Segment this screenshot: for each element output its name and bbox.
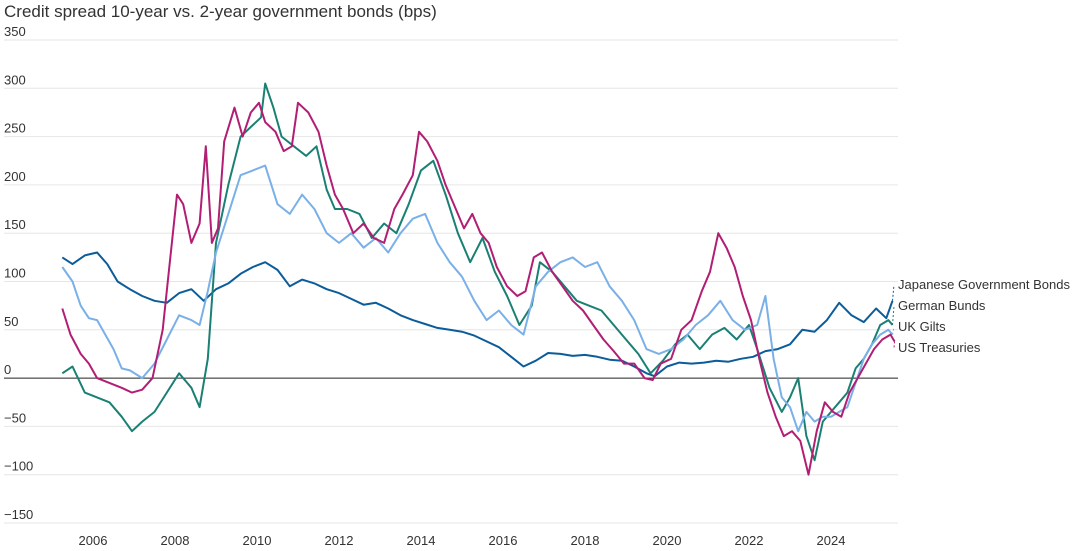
x-tick-label: 2014: [407, 533, 436, 548]
x-tick-label: 2016: [489, 533, 518, 548]
y-tick-label: −150: [4, 507, 33, 522]
chart-title: Credit spread 10-year vs. 2-year governm…: [4, 2, 437, 21]
y-tick-label: 200: [4, 169, 26, 184]
x-tick-label: 2012: [325, 533, 354, 548]
y-tick-label: 100: [4, 266, 26, 281]
x-axis-ticks: 2006 2008 2010 2012 2014 2016 2018 2020 2022 2024: [79, 533, 846, 548]
legend-label: Japanese Government Bonds: [898, 277, 1070, 292]
legend-leader: [892, 326, 895, 335]
y-axis-ticks: 350 300 250 200 150 100 50 0 −50 −100 −150: [4, 24, 33, 522]
series-line-2: [61, 164, 894, 433]
series-line-3: [61, 101, 896, 476]
gridlines: [4, 39, 898, 524]
y-tick-label: −50: [4, 410, 26, 425]
x-tick-label: 2010: [243, 533, 272, 548]
y-tick-label: 50: [4, 314, 18, 329]
y-tick-label: 350: [4, 24, 26, 39]
y-tick-label: 150: [4, 217, 26, 232]
y-tick-label: 300: [4, 72, 26, 87]
x-tick-label: 2020: [653, 533, 682, 548]
y-tick-label: −100: [4, 459, 33, 474]
x-tick-label: 2006: [79, 533, 108, 548]
series-lines: [61, 82, 896, 476]
legend-leader: [893, 341, 896, 349]
x-tick-label: 2008: [161, 533, 190, 548]
y-tick-label: 0: [4, 362, 11, 377]
legend-label: German Bunds: [898, 298, 986, 313]
legend-label: US Treasuries: [898, 340, 981, 355]
legend-label: UK Gilts: [898, 319, 946, 334]
x-tick-label: 2022: [735, 533, 764, 548]
legend: Japanese Government Bonds German Bunds UK …: [892, 277, 1070, 355]
legend-leader: [892, 305, 895, 326]
y-tick-label: 250: [4, 121, 26, 136]
x-tick-label: 2018: [571, 533, 600, 548]
legend-leader: [892, 284, 895, 301]
series-line-1: [61, 82, 894, 462]
x-tick-label: 2024: [817, 533, 846, 548]
